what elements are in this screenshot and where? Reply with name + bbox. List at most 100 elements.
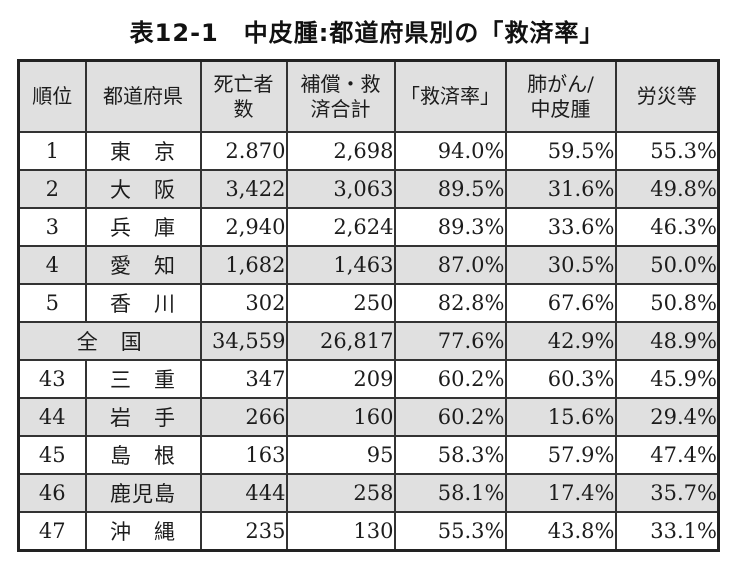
table-row: 44 岩 手 266 160 60.2% 15.6% 29.4% <box>17 397 720 437</box>
workers-comp-cell: 46.3% <box>614 207 720 247</box>
workers-comp-cell: 50.0% <box>614 245 720 285</box>
lungcancer-mesothelioma-cell: 17.4% <box>504 473 617 513</box>
workers-comp-cell: 29.4% <box>614 397 720 437</box>
compensation-relief-total-cell: 160 <box>285 397 396 437</box>
col-header-deaths: 死亡者 数 <box>199 59 288 133</box>
deaths-cell: 266 <box>199 397 288 437</box>
workers-comp-cell: 55.3% <box>614 131 720 171</box>
relief-rate-cell: 55.3% <box>393 511 507 552</box>
compensation-relief-total-cell: 95 <box>285 435 396 475</box>
rank-cell: 45 <box>17 435 87 475</box>
deaths-cell: 34,559 <box>199 321 288 361</box>
prefecture-cell: 東 京 <box>84 131 202 171</box>
compensation-relief-total-cell: 26,817 <box>285 321 396 361</box>
relief-rate-cell: 60.2% <box>393 397 507 437</box>
workers-comp-cell: 48.9% <box>614 321 720 361</box>
deaths-cell: 163 <box>199 435 288 475</box>
lungcancer-mesothelioma-cell: 42.9% <box>504 321 617 361</box>
lungcancer-mesothelioma-cell: 33.6% <box>504 207 617 247</box>
lungcancer-mesothelioma-cell: 60.3% <box>504 359 617 399</box>
deaths-cell: 3,422 <box>199 169 288 209</box>
workers-comp-cell: 49.8% <box>614 169 720 209</box>
col-header-prefecture: 都道府県 <box>84 59 202 133</box>
compensation-relief-total-cell: 258 <box>285 473 396 513</box>
deaths-cell: 347 <box>199 359 288 399</box>
prefecture-cell: 兵 庫 <box>84 207 202 247</box>
prefecture-cell: 愛 知 <box>84 245 202 285</box>
relief-rate-cell: 60.2% <box>393 359 507 399</box>
rank-cell: 2 <box>17 169 87 209</box>
table-row: 47 沖 縄 235 130 55.3% 43.8% 33.1% <box>17 511 720 552</box>
relief-rate-cell: 94.0% <box>393 131 507 171</box>
lungcancer-mesothelioma-cell: 30.5% <box>504 245 617 285</box>
compensation-relief-total-cell: 250 <box>285 283 396 323</box>
prefecture-cell: 岩 手 <box>84 397 202 437</box>
prefecture-cell: 三 重 <box>84 359 202 399</box>
prefecture-cell: 沖 縄 <box>84 511 202 552</box>
col-header-workers-comp: 労災等 <box>614 59 720 133</box>
header-row: 順位 都道府県 死亡者 数 補償・救 済合計 「救済率」 肺がん/ 中皮腫 労災… <box>17 59 720 133</box>
deaths-cell: 444 <box>199 473 288 513</box>
col-header-compensation-relief-total: 補償・救 済合計 <box>285 59 396 133</box>
deaths-cell: 1,682 <box>199 245 288 285</box>
rank-cell: 5 <box>17 283 87 323</box>
table-row: 46 鹿児島 444 258 58.1% 17.4% 35.7% <box>17 473 720 513</box>
lungcancer-mesothelioma-cell: 59.5% <box>504 131 617 171</box>
prefecture-cell: 島 根 <box>84 435 202 475</box>
relief-rate-table: 順位 都道府県 死亡者 数 補償・救 済合計 「救済率」 肺がん/ 中皮腫 労災… <box>17 59 720 552</box>
compensation-relief-total-cell: 3,063 <box>285 169 396 209</box>
compensation-relief-total-cell: 2,698 <box>285 131 396 171</box>
deaths-cell: 2.870 <box>199 131 288 171</box>
relief-rate-cell: 89.5% <box>393 169 507 209</box>
workers-comp-cell: 50.8% <box>614 283 720 323</box>
table-row: 45 島 根 163 95 58.3% 57.9% 47.4% <box>17 435 720 475</box>
col-header-rank: 順位 <box>17 59 87 133</box>
relief-rate-cell: 77.6% <box>393 321 507 361</box>
prefecture-cell: 大 阪 <box>84 169 202 209</box>
col-header-relief-rate: 「救済率」 <box>393 59 507 133</box>
relief-rate-cell: 58.1% <box>393 473 507 513</box>
compensation-relief-total-cell: 2,624 <box>285 207 396 247</box>
table-header: 順位 都道府県 死亡者 数 補償・救 済合計 「救済率」 肺がん/ 中皮腫 労災… <box>17 59 720 133</box>
page-title: 表12-1 中皮腫:都道府県別の「救済率」 <box>129 19 605 47</box>
lungcancer-mesothelioma-cell: 31.6% <box>504 169 617 209</box>
lungcancer-mesothelioma-cell: 57.9% <box>504 435 617 475</box>
deaths-cell: 235 <box>199 511 288 552</box>
workers-comp-cell: 35.7% <box>614 473 720 513</box>
col-header-lungcancer-mesothelioma: 肺がん/ 中皮腫 <box>504 59 617 133</box>
relief-rate-cell: 82.8% <box>393 283 507 323</box>
rank-cell: 1 <box>17 131 87 171</box>
relief-rate-cell: 58.3% <box>393 435 507 475</box>
rank-cell: 43 <box>17 359 87 399</box>
lungcancer-mesothelioma-cell: 43.8% <box>504 511 617 552</box>
deaths-cell: 2,940 <box>199 207 288 247</box>
lungcancer-mesothelioma-cell: 15.6% <box>504 397 617 437</box>
rank-cell: 47 <box>17 511 87 552</box>
table-row: 43 三 重 347 209 60.2% 60.3% 45.9% <box>17 359 720 399</box>
compensation-relief-total-cell: 209 <box>285 359 396 399</box>
prefecture-cell: 鹿児島 <box>84 473 202 513</box>
rank-cell: 3 <box>17 207 87 247</box>
workers-comp-cell: 33.1% <box>614 511 720 552</box>
compensation-relief-total-cell: 130 <box>285 511 396 552</box>
rank-cell: 44 <box>17 397 87 437</box>
lungcancer-mesothelioma-cell: 67.6% <box>504 283 617 323</box>
prefecture-cell: 全 国 <box>17 321 202 361</box>
workers-comp-cell: 47.4% <box>614 435 720 475</box>
workers-comp-cell: 45.9% <box>614 359 720 399</box>
rank-cell: 46 <box>17 473 87 513</box>
rank-cell: 4 <box>17 245 87 285</box>
deaths-cell: 302 <box>199 283 288 323</box>
table-row-national-total: 全 国 34,559 26,817 77.6% 42.9% 48.9% <box>17 321 720 361</box>
compensation-relief-total-cell: 1,463 <box>285 245 396 285</box>
prefecture-cell: 香 川 <box>84 283 202 323</box>
relief-rate-cell: 87.0% <box>393 245 507 285</box>
relief-rate-cell: 89.3% <box>393 207 507 247</box>
